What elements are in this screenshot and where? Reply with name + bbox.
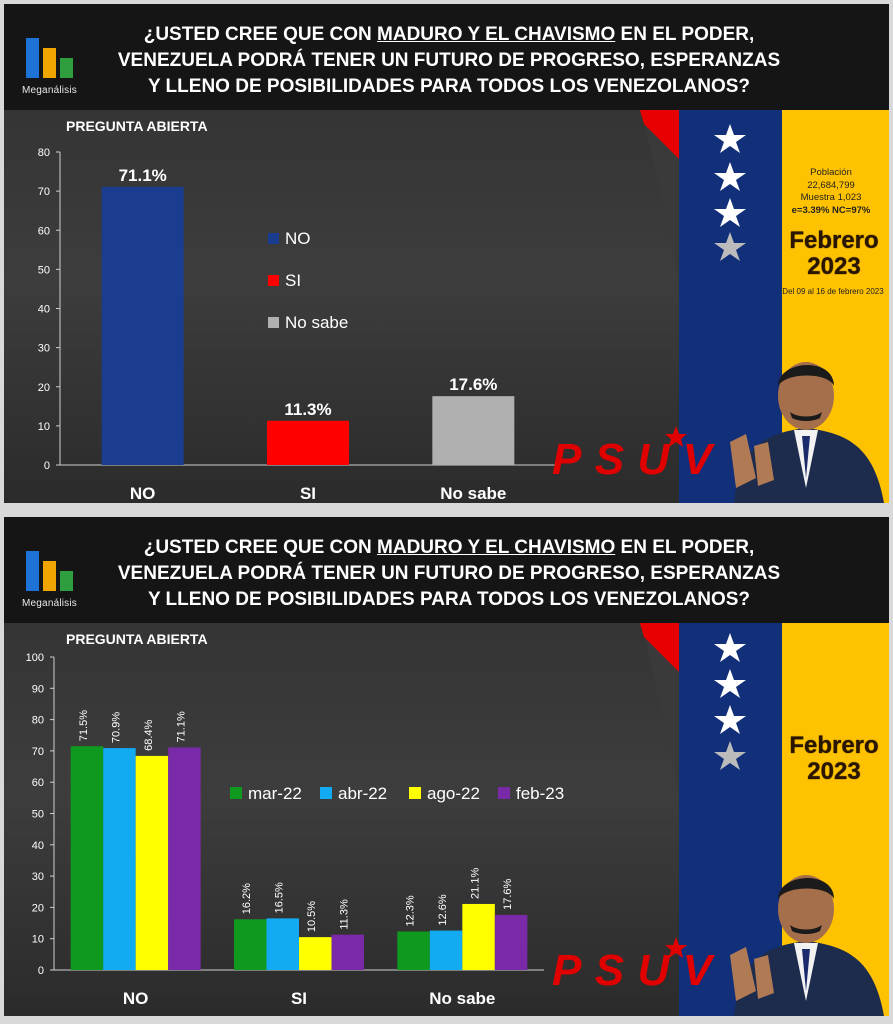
question-type-label: PREGUNTA ABIERTA [66, 118, 208, 134]
politician-photo [730, 362, 884, 503]
data-label-no-sabe-ago-22: 21.1% [470, 868, 482, 899]
bar-no-feb-23 [168, 747, 201, 970]
question-type-label: PREGUNTA ABIERTA [66, 631, 208, 647]
bar-si-mar-22 [234, 919, 267, 970]
chart-panel-current: Meganálisis ¿USTED CREE QUE CON MADURO Y… [4, 4, 889, 503]
data-label-no-mar-22: 71.5% [78, 710, 90, 741]
y-tick-label: 10 [38, 421, 50, 433]
legend-swatch-abr-22 [320, 787, 332, 799]
y-tick-label: 30 [38, 343, 50, 355]
y-tick-label: 80 [32, 715, 44, 727]
data-label-no: 71.1% [119, 166, 167, 185]
bar-no-sabe-abr-22 [429, 930, 463, 970]
legend-entry-no: NO [285, 229, 311, 248]
x-category-label-si: SI [291, 989, 307, 1008]
legend-entry-feb-23: feb-23 [516, 784, 564, 803]
bar-chart-current: 0 10 20 30 40 50 60 70 80 NO SI No sabe 71.1% 11.3% 17… [38, 147, 556, 503]
data-label-si-mar-22: 16.2% [241, 883, 253, 914]
x-category-label-no: NO [123, 989, 149, 1008]
y-tick-label: 60 [32, 777, 44, 789]
y-tick-label: 80 [38, 147, 50, 159]
bar-no-abr-22 [103, 748, 136, 970]
legend-swatch-si [268, 275, 279, 286]
bar-no-ago-22 [135, 755, 169, 970]
title-bar [4, 4, 889, 110]
y-tick-label: 20 [38, 382, 50, 394]
y-tick-label: 10 [32, 934, 44, 946]
bar-no-sabe [432, 396, 515, 465]
legend-swatch-no-sabe [268, 317, 279, 328]
y-tick-label: 60 [38, 225, 50, 237]
legend-swatch-ago-22 [409, 787, 421, 799]
y-tick-label: 70 [32, 746, 44, 758]
svg-text:PSUV: PSUV [552, 435, 716, 480]
data-label-no-sabe-abr-22: 12.6% [437, 894, 449, 925]
legend-swatch-mar-22 [230, 787, 242, 799]
politician-photo [730, 875, 884, 1016]
legend-entry-abr-22: abr-22 [338, 784, 387, 803]
y-tick-label: 20 [32, 902, 44, 914]
x-category-label-no-sabe: No sabe [429, 989, 495, 1008]
brand-name: Meganálisis [22, 598, 78, 609]
y-tick-label: 40 [38, 304, 50, 316]
title-bar [4, 517, 889, 623]
data-label-si-feb-23: 11.3% [339, 899, 351, 930]
flag-stars [714, 124, 746, 261]
x-category-label-no-sabe: No sabe [440, 484, 506, 503]
y-tick-label: 0 [38, 965, 44, 977]
bar-no-sabe-mar-22 [397, 931, 430, 970]
legend-swatch-feb-23 [498, 787, 510, 799]
legend-swatch-no [268, 233, 279, 244]
x-category-label-si: SI [300, 484, 316, 503]
legend-entry-ago-22: ago-22 [427, 784, 480, 803]
flag-stars [714, 633, 746, 770]
psuv-logo: PSUV [552, 937, 716, 991]
y-tick-label: 50 [32, 809, 44, 821]
bar-no [101, 186, 184, 466]
survey-month: Febrero 2023 [789, 732, 879, 785]
data-label-si: 11.3% [284, 400, 331, 419]
data-label-no-sabe-feb-23: 17.6% [502, 879, 514, 910]
survey-month: Febrero 2023 [789, 227, 879, 280]
x-category-label-no: NO [130, 484, 156, 503]
bar-chart-history: 0 10 20 30 40 50 60 70 80 90 100 NO SI No sabe 71.5% 16… [26, 652, 565, 1008]
data-label-si-ago-22: 10.5% [306, 901, 318, 932]
bar-si-ago-22 [299, 937, 332, 970]
y-tick-label: 100 [26, 652, 44, 664]
svg-text:PSUV: PSUV [552, 946, 716, 991]
y-tick-label: 90 [32, 683, 44, 695]
legend-entry-si: SI [285, 271, 301, 290]
data-label-no-ago-22: 68.4% [143, 719, 155, 750]
data-label-no-sabe: 17.6% [449, 375, 497, 394]
chart-title: ¿USTED CREE QUE CON MADURO Y EL CHAVISMO… [117, 537, 781, 610]
bar-no-mar-22 [70, 746, 104, 970]
bar-si-feb-23 [331, 934, 364, 970]
psuv-logo: PSUV [552, 426, 716, 480]
data-label-no-feb-23: 71.1% [175, 711, 187, 742]
bar-si-abr-22 [266, 918, 299, 970]
chart-title: ¿USTED CREE QUE CON MADURO Y EL CHAVISMO… [117, 24, 781, 97]
legend-entry-mar-22: mar-22 [248, 784, 302, 803]
bar-no-sabe-ago-22 [462, 903, 495, 970]
legend-entry-no-sabe: No sabe [285, 313, 348, 332]
chart-panel-history: Meganálisis ¿USTED CREE QUE CON MADURO Y… [4, 517, 889, 1016]
data-label-no-abr-22: 70.9% [110, 712, 122, 743]
survey-info: Población 22,684,799 Muestra 1,023 e=3.3… [791, 167, 871, 216]
data-label-si-abr-22: 16.5% [274, 882, 286, 913]
meganalisis-logo: Meganálisis [20, 545, 90, 611]
survey-dates: Del 09 al 16 de febrero 2023 [782, 287, 884, 296]
data-label-no-sabe-mar-22: 12.3% [405, 895, 417, 926]
meganalisis-logo: Meganálisis [20, 32, 90, 98]
y-tick-label: 30 [32, 871, 44, 883]
y-tick-label: 0 [44, 460, 50, 472]
bar-si [267, 420, 349, 465]
bar-no-sabe-feb-23 [494, 914, 528, 970]
brand-name: Meganálisis [22, 85, 78, 96]
y-tick-label: 70 [38, 186, 50, 198]
y-tick-label: 40 [32, 840, 44, 852]
y-tick-label: 50 [38, 264, 50, 276]
